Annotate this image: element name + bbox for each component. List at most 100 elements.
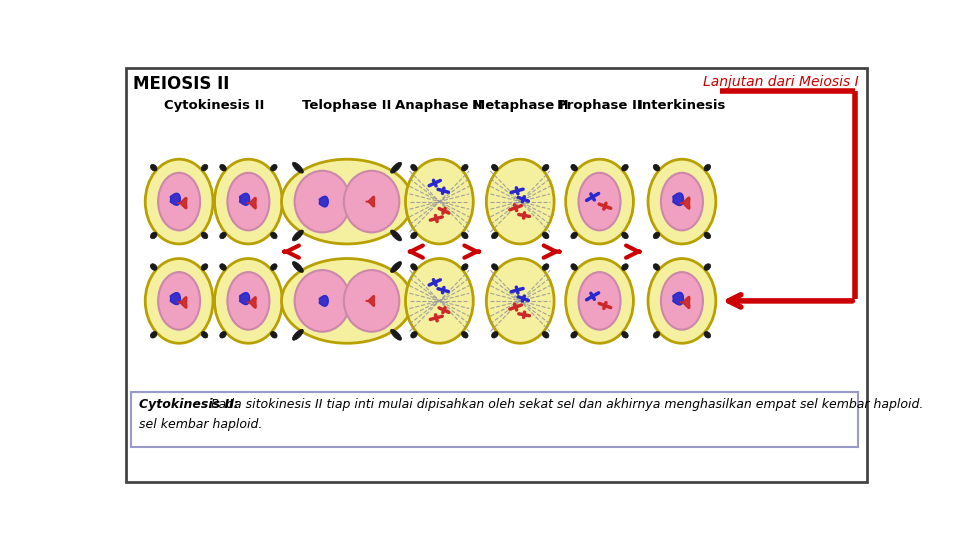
Ellipse shape — [270, 331, 277, 338]
Ellipse shape — [410, 264, 417, 270]
Ellipse shape — [491, 264, 497, 270]
Ellipse shape — [491, 164, 497, 171]
Ellipse shape — [391, 230, 401, 241]
Text: Pada sitokinesis II tiap inti mulai dipisahkan oleh sekat sel dan akhirnya mengh: Pada sitokinesis II tiap inti mulai dipi… — [206, 398, 922, 411]
Ellipse shape — [461, 331, 468, 338]
Polygon shape — [177, 297, 187, 308]
Ellipse shape — [391, 262, 401, 273]
Ellipse shape — [647, 159, 715, 244]
Ellipse shape — [565, 159, 633, 244]
Ellipse shape — [703, 232, 710, 239]
Ellipse shape — [145, 159, 213, 244]
Ellipse shape — [158, 173, 200, 230]
Ellipse shape — [220, 164, 226, 171]
Ellipse shape — [344, 171, 399, 232]
Ellipse shape — [281, 258, 412, 343]
Ellipse shape — [214, 159, 282, 244]
Ellipse shape — [201, 264, 207, 270]
Ellipse shape — [652, 164, 659, 171]
Ellipse shape — [220, 232, 226, 239]
Ellipse shape — [220, 331, 226, 338]
Ellipse shape — [485, 258, 553, 343]
Ellipse shape — [270, 164, 277, 171]
Ellipse shape — [647, 258, 715, 343]
Ellipse shape — [150, 331, 157, 338]
Ellipse shape — [145, 258, 213, 343]
Ellipse shape — [621, 264, 628, 270]
Ellipse shape — [227, 173, 269, 230]
Ellipse shape — [542, 232, 548, 239]
Ellipse shape — [410, 331, 417, 338]
Ellipse shape — [295, 171, 350, 232]
Ellipse shape — [201, 232, 207, 239]
Text: Metaphase II: Metaphase II — [472, 99, 568, 112]
Ellipse shape — [703, 331, 710, 338]
Ellipse shape — [270, 264, 277, 270]
Text: Prophase II: Prophase II — [556, 99, 641, 112]
Ellipse shape — [292, 230, 303, 241]
Ellipse shape — [227, 272, 269, 330]
Polygon shape — [365, 196, 374, 207]
Polygon shape — [679, 197, 689, 209]
Ellipse shape — [292, 329, 303, 340]
Ellipse shape — [571, 164, 577, 171]
Ellipse shape — [410, 164, 417, 171]
Ellipse shape — [621, 232, 628, 239]
Polygon shape — [239, 293, 249, 305]
Ellipse shape — [410, 232, 417, 239]
Ellipse shape — [461, 264, 468, 270]
Polygon shape — [177, 197, 187, 209]
Polygon shape — [247, 297, 256, 308]
Text: sel kembar haploid.: sel kembar haploid. — [139, 418, 263, 431]
Polygon shape — [171, 193, 180, 205]
Text: Lanjutan dari Meiosis I: Lanjutan dari Meiosis I — [703, 75, 859, 89]
Ellipse shape — [542, 164, 548, 171]
Ellipse shape — [158, 272, 200, 330]
Text: Cytokinesis II:: Cytokinesis II: — [139, 398, 238, 411]
Ellipse shape — [652, 331, 659, 338]
Ellipse shape — [660, 272, 703, 330]
Ellipse shape — [344, 270, 399, 332]
Ellipse shape — [621, 331, 628, 338]
Ellipse shape — [201, 331, 207, 338]
Ellipse shape — [485, 159, 553, 244]
Ellipse shape — [292, 262, 303, 273]
Ellipse shape — [391, 329, 401, 340]
Ellipse shape — [571, 331, 577, 338]
Ellipse shape — [150, 164, 157, 171]
Ellipse shape — [660, 173, 703, 230]
Ellipse shape — [491, 232, 497, 239]
Polygon shape — [247, 197, 256, 209]
Ellipse shape — [281, 159, 412, 244]
Ellipse shape — [201, 164, 207, 171]
Text: Anaphase II: Anaphase II — [395, 99, 483, 112]
Polygon shape — [365, 295, 374, 306]
Ellipse shape — [652, 264, 659, 270]
Ellipse shape — [703, 164, 710, 171]
Ellipse shape — [150, 232, 157, 239]
Text: Telophase II: Telophase II — [302, 99, 391, 112]
Ellipse shape — [578, 272, 620, 330]
Text: Cytokinesis II: Cytokinesis II — [164, 99, 264, 112]
Ellipse shape — [652, 232, 659, 239]
Polygon shape — [239, 193, 249, 205]
Ellipse shape — [214, 258, 282, 343]
Text: Interkinesis: Interkinesis — [637, 99, 726, 112]
Polygon shape — [672, 193, 683, 206]
Ellipse shape — [578, 173, 620, 230]
Polygon shape — [679, 296, 689, 308]
FancyBboxPatch shape — [131, 392, 858, 447]
Ellipse shape — [405, 159, 473, 244]
Ellipse shape — [295, 270, 350, 332]
Ellipse shape — [571, 264, 577, 270]
Ellipse shape — [405, 258, 473, 343]
Text: MEIOSIS II: MEIOSIS II — [133, 75, 229, 92]
Ellipse shape — [461, 164, 468, 171]
Ellipse shape — [292, 162, 303, 173]
Ellipse shape — [220, 264, 226, 270]
Polygon shape — [171, 293, 180, 305]
Ellipse shape — [571, 232, 577, 239]
Ellipse shape — [150, 264, 157, 270]
Ellipse shape — [491, 331, 497, 338]
Ellipse shape — [542, 331, 548, 338]
